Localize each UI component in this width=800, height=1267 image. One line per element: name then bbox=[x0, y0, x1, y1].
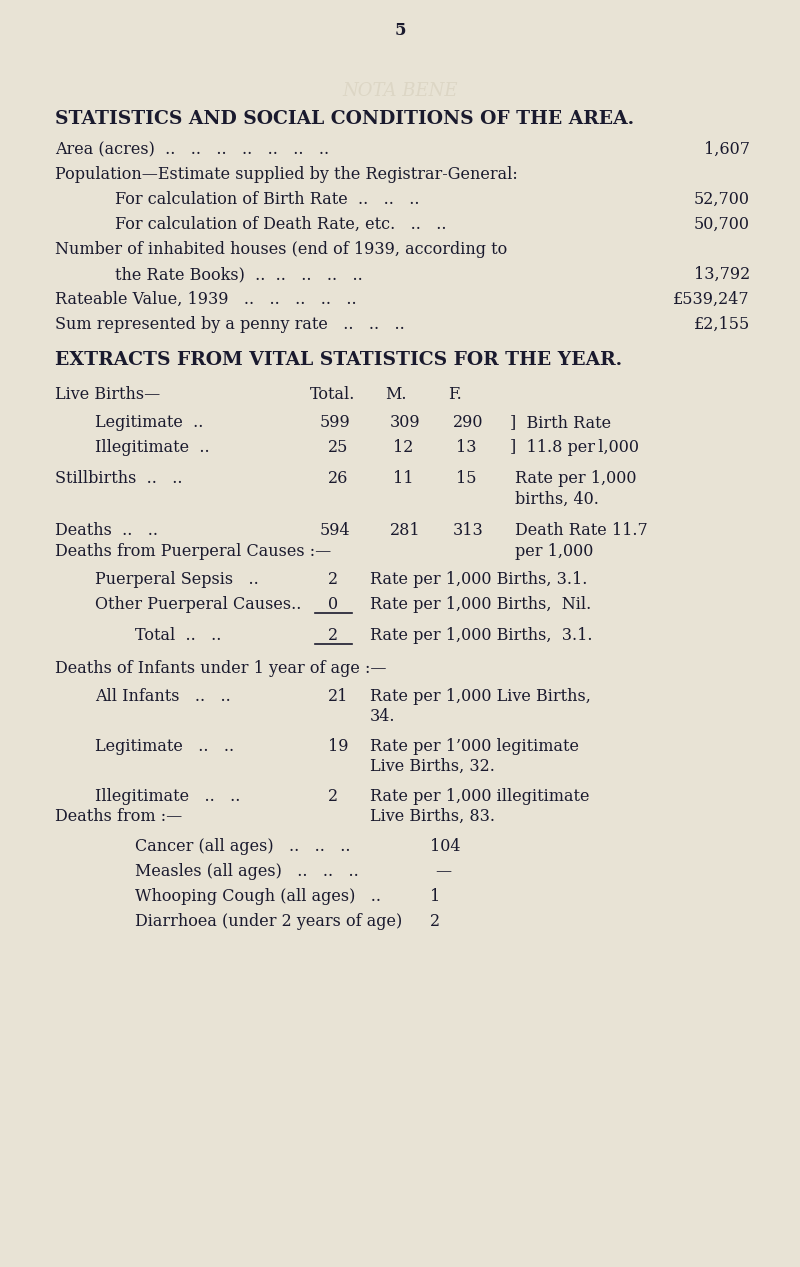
Text: ]  11.8 per l,000: ] 11.8 per l,000 bbox=[510, 438, 639, 456]
Text: births, 40.: births, 40. bbox=[515, 492, 599, 508]
Text: F.: F. bbox=[448, 386, 462, 403]
Text: Area (acres)  ..   ..   ..   ..   ..   ..   ..: Area (acres) .. .. .. .. .. .. .. bbox=[55, 141, 329, 158]
Text: Total  ..   ..: Total .. .. bbox=[135, 627, 222, 644]
Text: Rate per 1,000 Live Births,: Rate per 1,000 Live Births, bbox=[370, 688, 591, 704]
Text: NOTA BENE: NOTA BENE bbox=[342, 82, 458, 100]
Text: ]  Birth Rate: ] Birth Rate bbox=[510, 414, 611, 431]
Text: Legitimate  ..: Legitimate .. bbox=[95, 414, 203, 431]
Text: For calculation of Birth Rate  ..   ..   ..: For calculation of Birth Rate .. .. .. bbox=[115, 191, 419, 208]
Text: Legitimate   ..   ..: Legitimate .. .. bbox=[95, 737, 234, 755]
Text: Diarrhoea (under 2 years of age): Diarrhoea (under 2 years of age) bbox=[135, 914, 402, 930]
Text: Deaths from :—: Deaths from :— bbox=[55, 808, 182, 825]
Text: Stillbirths  ..   ..: Stillbirths .. .. bbox=[55, 470, 182, 487]
Text: 13: 13 bbox=[456, 438, 477, 456]
Text: Rate per 1,000 Births,  Nil.: Rate per 1,000 Births, Nil. bbox=[370, 595, 591, 613]
Text: 12: 12 bbox=[393, 438, 414, 456]
Text: 2: 2 bbox=[328, 571, 338, 588]
Text: 13,792: 13,792 bbox=[694, 266, 750, 283]
Text: 5: 5 bbox=[394, 22, 406, 39]
Text: M.: M. bbox=[385, 386, 406, 403]
Text: 50,700: 50,700 bbox=[694, 215, 750, 233]
Text: 281: 281 bbox=[390, 522, 421, 538]
Text: Rate per 1,000 Births, 3.1.: Rate per 1,000 Births, 3.1. bbox=[370, 571, 587, 588]
Text: 52,700: 52,700 bbox=[694, 191, 750, 208]
Text: Rate per 1’000 legitimate: Rate per 1’000 legitimate bbox=[370, 737, 579, 755]
Text: 2: 2 bbox=[328, 627, 338, 644]
Text: Rate per 1,000 illegitimate: Rate per 1,000 illegitimate bbox=[370, 788, 590, 805]
Text: 2: 2 bbox=[328, 788, 338, 805]
Text: —: — bbox=[435, 863, 451, 881]
Text: STATISTICS AND SOCIAL CONDITIONS OF THE AREA.: STATISTICS AND SOCIAL CONDITIONS OF THE … bbox=[55, 110, 634, 128]
Text: 104: 104 bbox=[430, 837, 461, 855]
Text: Deaths  ..   ..: Deaths .. .. bbox=[55, 522, 158, 538]
Text: Puerperal Sepsis   ..: Puerperal Sepsis .. bbox=[95, 571, 258, 588]
Text: Rate per 1,000 Births,  3.1.: Rate per 1,000 Births, 3.1. bbox=[370, 627, 593, 644]
Text: 26: 26 bbox=[328, 470, 348, 487]
Text: 11: 11 bbox=[393, 470, 414, 487]
Text: the Rate Books)  ..  ..   ..   ..   ..: the Rate Books) .. .. .. .. .. bbox=[115, 266, 362, 283]
Text: Death Rate 11.7: Death Rate 11.7 bbox=[515, 522, 648, 538]
Text: 1: 1 bbox=[430, 888, 440, 905]
Text: Illegitimate  ..: Illegitimate .. bbox=[95, 438, 210, 456]
Text: Illegitimate   ..   ..: Illegitimate .. .. bbox=[95, 788, 240, 805]
Text: 21: 21 bbox=[328, 688, 348, 704]
Text: Rate per 1,000: Rate per 1,000 bbox=[515, 470, 637, 487]
Text: Rateable Value, 1939   ..   ..   ..   ..   ..: Rateable Value, 1939 .. .. .. .. .. bbox=[55, 291, 357, 308]
Text: 313: 313 bbox=[453, 522, 484, 538]
Text: Live Births, 32.: Live Births, 32. bbox=[370, 758, 495, 775]
Text: Live Births, 83.: Live Births, 83. bbox=[370, 808, 495, 825]
Text: £2,155: £2,155 bbox=[694, 315, 750, 333]
Text: 34.: 34. bbox=[370, 708, 395, 725]
Text: 309: 309 bbox=[390, 414, 421, 431]
Text: Population—Estimate supplied by the Registrar-General:: Population—Estimate supplied by the Regi… bbox=[55, 166, 518, 182]
Text: 19: 19 bbox=[328, 737, 349, 755]
Text: Deaths from Puerperal Causes :—: Deaths from Puerperal Causes :— bbox=[55, 544, 331, 560]
Text: per 1,000: per 1,000 bbox=[515, 544, 594, 560]
Text: 594: 594 bbox=[320, 522, 350, 538]
Text: Other Puerperal Causes..: Other Puerperal Causes.. bbox=[95, 595, 302, 613]
Text: Whooping Cough (all ages)   ..: Whooping Cough (all ages) .. bbox=[135, 888, 381, 905]
Text: 599: 599 bbox=[320, 414, 350, 431]
Text: 0: 0 bbox=[328, 595, 338, 613]
Text: Sum represented by a penny rate   ..   ..   ..: Sum represented by a penny rate .. .. .. bbox=[55, 315, 405, 333]
Text: Total.: Total. bbox=[310, 386, 355, 403]
Text: Number of inhabited houses (end of 1939, according to: Number of inhabited houses (end of 1939,… bbox=[55, 241, 507, 258]
Text: £539,247: £539,247 bbox=[674, 291, 750, 308]
Text: Measles (all ages)   ..   ..   ..: Measles (all ages) .. .. .. bbox=[135, 863, 358, 881]
Text: All Infants   ..   ..: All Infants .. .. bbox=[95, 688, 230, 704]
Text: Cancer (all ages)   ..   ..   ..: Cancer (all ages) .. .. .. bbox=[135, 837, 350, 855]
Text: Live Births—: Live Births— bbox=[55, 386, 160, 403]
Text: 25: 25 bbox=[328, 438, 348, 456]
Text: 15: 15 bbox=[456, 470, 477, 487]
Text: 1,607: 1,607 bbox=[704, 141, 750, 158]
Text: For calculation of Death Rate, etc.   ..   ..: For calculation of Death Rate, etc. .. .… bbox=[115, 215, 446, 233]
Text: Deaths of Infants under 1 year of age :—: Deaths of Infants under 1 year of age :— bbox=[55, 660, 386, 677]
Text: 290: 290 bbox=[453, 414, 483, 431]
Text: EXTRACTS FROM VITAL STATISTICS FOR THE YEAR.: EXTRACTS FROM VITAL STATISTICS FOR THE Y… bbox=[55, 351, 622, 369]
Text: 2: 2 bbox=[430, 914, 440, 930]
